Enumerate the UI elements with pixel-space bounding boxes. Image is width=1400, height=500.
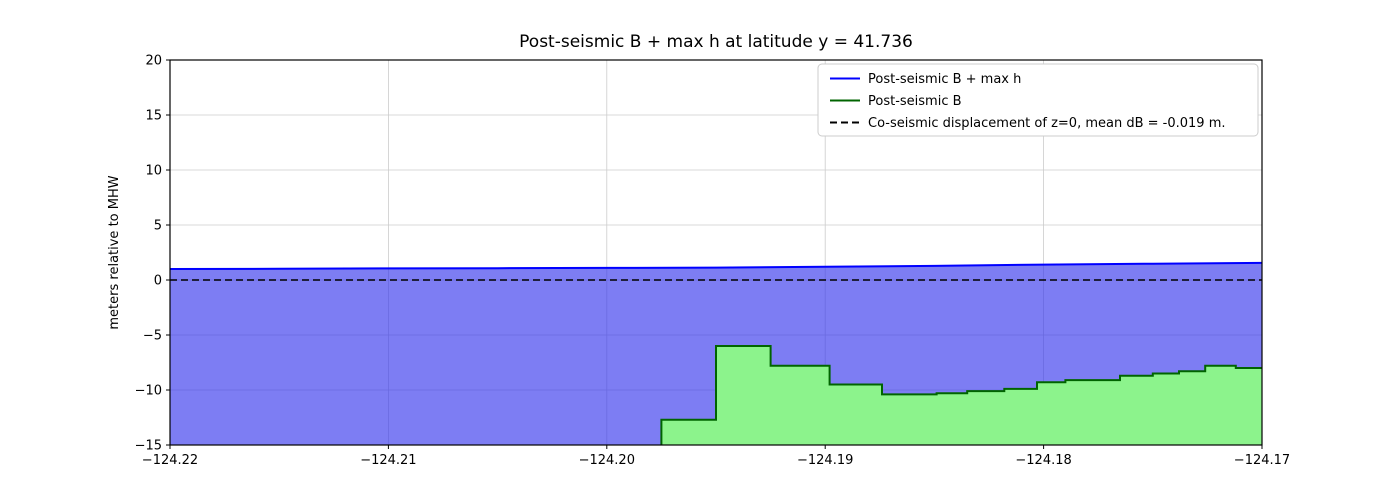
y-tick-label: −15 <box>135 439 162 454</box>
post-seismic-b-line <box>660 345 1262 445</box>
x-tick-label: −124.17 <box>1234 453 1290 468</box>
legend-entry-label: Co-seismic displacement of z=0, mean dB … <box>868 116 1226 131</box>
axis-frame <box>169 59 1263 446</box>
x-tick-label: −124.22 <box>142 453 198 468</box>
x-tick-label: −124.21 <box>360 453 416 468</box>
y-tick-label: −5 <box>143 329 162 344</box>
y-tick-label: 5 <box>154 219 162 234</box>
y-axis: −15 −10 −5 0 5 10 15 20 <box>135 54 170 454</box>
y-tick-label: 15 <box>145 109 162 124</box>
y-tick-label: 10 <box>145 164 162 179</box>
legend-entry-label: Post-seismic B <box>868 94 962 109</box>
legend: Post-seismic B + max h Post-seismic B Co-s… <box>817 63 1259 137</box>
x-tick-label: −124.19 <box>797 453 853 468</box>
y-tick-label: 0 <box>154 274 162 289</box>
chart-title: Post-seismic B + max h at latitude y = 4… <box>519 32 913 52</box>
post-seismic-b-fill <box>661 346 1262 445</box>
legend-entry-label: Post-seismic B + max h <box>868 72 1021 87</box>
x-axis: −124.22 −124.21 −124.20 −124.19 −124.18 −124.… <box>142 445 1290 468</box>
y-axis-label: meters relative to MHW <box>107 175 122 329</box>
y-tick-label: −10 <box>135 384 162 399</box>
legend-box <box>817 63 1259 137</box>
y-tick-label: 20 <box>145 54 162 69</box>
x-tick-label: −124.20 <box>579 453 635 468</box>
x-tick-label: −124.18 <box>1015 453 1071 468</box>
post-seismic-b-max-h-line <box>169 261 1263 270</box>
